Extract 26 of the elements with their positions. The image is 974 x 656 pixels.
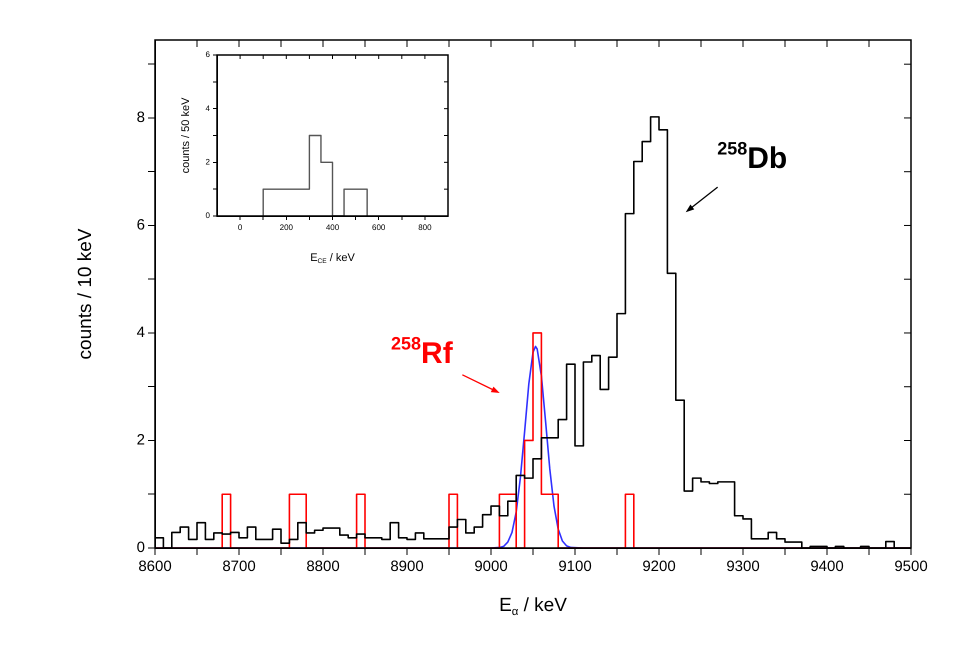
y-tick-label: 4 [136, 324, 145, 342]
x-tick-label: 0 [238, 223, 243, 232]
x-tick-label: 8600 [138, 558, 172, 576]
y-tick-label: 0 [136, 539, 145, 556]
x-tick-label: 9200 [642, 558, 676, 576]
x-tick-label: 9500 [894, 558, 928, 576]
y-tick-label: 6 [206, 50, 211, 60]
x-tick-label: 8800 [306, 558, 340, 576]
y-tick-label: 0 [206, 211, 211, 220]
y-tick-label: 2 [136, 432, 145, 449]
y-tick-label: 4 [206, 104, 211, 113]
y-tick-label: 8 [136, 109, 145, 126]
y-axis-title: counts / 50 keV [180, 96, 192, 174]
x-tick-label: 8900 [390, 558, 424, 576]
x-tick-label: 9400 [810, 558, 844, 576]
x-tick-label: 200 [280, 223, 294, 232]
y-tick-label: 6 [136, 216, 145, 234]
x-tick-label: 800 [418, 223, 432, 232]
x-tick-label: 400 [326, 223, 340, 232]
y-axis-title: counts / 10 keV [75, 228, 96, 360]
x-tick-label: 600 [372, 223, 386, 232]
x-tick-label: 8700 [222, 558, 256, 576]
y-tick-label: 2 [206, 158, 211, 167]
x-tick-label: 9000 [474, 558, 508, 576]
x-tick-label: 9100 [558, 558, 592, 576]
x-tick-label: 9300 [726, 558, 760, 576]
